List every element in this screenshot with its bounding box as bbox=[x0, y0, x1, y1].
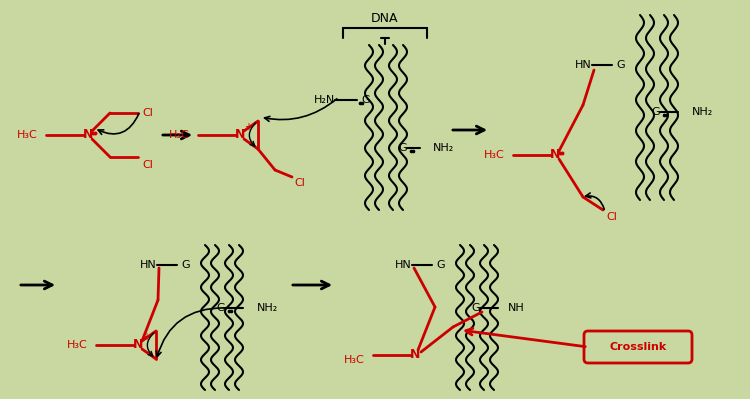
Text: H₃C: H₃C bbox=[170, 130, 190, 140]
Text: Cl: Cl bbox=[607, 212, 617, 222]
Text: G: G bbox=[361, 95, 370, 105]
Text: NH₂: NH₂ bbox=[692, 107, 713, 117]
Text: HN: HN bbox=[575, 60, 592, 70]
Text: N: N bbox=[82, 128, 93, 142]
Text: NH: NH bbox=[508, 303, 525, 313]
Text: Cl: Cl bbox=[142, 160, 154, 170]
Text: H₂N: H₂N bbox=[314, 95, 335, 105]
Text: NH₂: NH₂ bbox=[257, 303, 278, 313]
Text: G: G bbox=[471, 303, 480, 313]
Text: G: G bbox=[216, 303, 225, 313]
Text: N: N bbox=[550, 148, 560, 162]
Text: G: G bbox=[436, 260, 445, 270]
Text: G: G bbox=[616, 60, 625, 70]
Text: G: G bbox=[398, 143, 407, 153]
Text: N: N bbox=[133, 338, 143, 352]
Text: Cl: Cl bbox=[142, 108, 154, 118]
FancyBboxPatch shape bbox=[584, 331, 692, 363]
Text: +: + bbox=[244, 122, 252, 132]
Text: G: G bbox=[181, 260, 190, 270]
Text: N: N bbox=[410, 348, 420, 361]
Text: H₃C: H₃C bbox=[17, 130, 38, 140]
Text: H₃C: H₃C bbox=[344, 355, 365, 365]
Text: Crosslink: Crosslink bbox=[609, 342, 667, 352]
Text: H₃C: H₃C bbox=[484, 150, 505, 160]
Text: G: G bbox=[651, 107, 660, 117]
Text: +: + bbox=[142, 332, 150, 342]
Text: DNA: DNA bbox=[371, 12, 399, 24]
Text: HN: HN bbox=[395, 260, 412, 270]
Text: N: N bbox=[235, 128, 245, 142]
Text: H₃C: H₃C bbox=[68, 340, 88, 350]
Text: HN: HN bbox=[140, 260, 157, 270]
Text: NH₂: NH₂ bbox=[433, 143, 454, 153]
Text: Cl: Cl bbox=[295, 178, 305, 188]
